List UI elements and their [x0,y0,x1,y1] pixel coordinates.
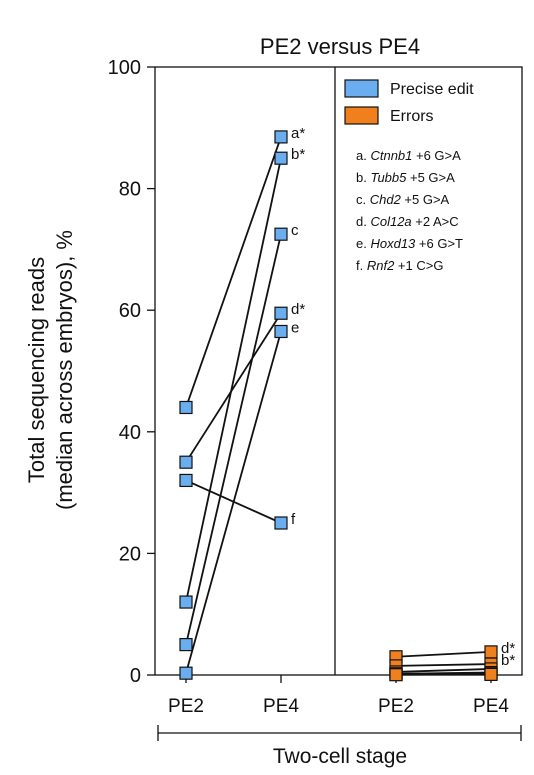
point-label-7: b* [501,652,515,669]
marker-0-pe2 [179,400,193,415]
y-tick-label-20: 20 [119,543,141,565]
marker-11-pe2 [389,668,403,682]
marker-5-pe4 [274,516,288,530]
y-tick-label-60: 60 [119,300,141,322]
target-item-2: c. Chd2 +5 G>A [356,192,450,207]
chart-title: PE2 versus PE4 [260,34,420,59]
target-item-3: d. Col12a +2 A>C [356,214,459,229]
x-tick-label-p1-PE2: PE2 [378,696,414,717]
point-label-0: a* [291,125,305,142]
marker-2-pe2 [179,637,193,652]
x-tick-label-p1-PE4: PE4 [473,696,509,717]
series-line-0 [185,136,282,408]
target-item-5: f. Rnf2 +1 C>G [356,258,443,273]
point-label-2: c [291,222,299,239]
legend-swatch-errors [344,106,379,125]
marker-11-pe4 [484,667,498,681]
series-lines [185,136,492,676]
legend-label-precise: Precise edit [390,81,474,98]
series-markers [179,130,498,682]
y-axis-label-line2: (median across embryos), % [52,230,77,510]
marker-2-pe4 [274,227,288,241]
marker-3-pe4 [274,306,288,320]
target-item-0: a. Ctnnb1 +6 G>A [356,148,461,163]
target-item-4: e. Hoxd13 +6 G>T [356,236,463,251]
y-tick-label-100: 100 [108,57,141,79]
target-item-1: b. Tubb5 +5 G>A [356,170,455,185]
legend: Precise edit Errors [344,79,474,125]
point-label-3: d* [291,301,305,318]
x-axis-bracket [157,725,522,741]
legend-label-errors: Errors [390,108,434,125]
marker-3-pe2 [179,455,193,469]
marker-5-pe2 [179,473,193,488]
series-line-3 [185,312,282,463]
point-label-1: b* [291,146,305,163]
series-line-6 [395,650,492,658]
marker-4-pe4 [274,324,288,339]
series-line-5 [185,479,282,524]
marker-1-pe4 [274,151,288,165]
y-tick-label-0: 0 [130,665,141,687]
point-labels: a*b*cd*efd*b* [291,125,515,669]
marker-1-pe2 [179,595,193,609]
y-axis-ticks: 0 20 40 60 80 100 [108,57,155,687]
marker-0-pe4 [274,130,288,144]
x-axis-ticks: PE2 PE4 PE2 PE4 [168,675,509,717]
series-line-8 [395,668,492,673]
x-tick-label-p0-PE2: PE2 [168,696,204,717]
marker-6-pe4 [484,645,498,659]
point-label-6: d* [501,640,515,657]
series-line-1 [185,158,282,603]
y-tick-label-80: 80 [119,179,141,201]
x-axis-label: Two-cell stage [273,745,407,768]
target-list: a. Ctnnb1 +6 G>A b. Tubb5 +5 G>A c. Chd2 +… [356,148,463,273]
point-label-5: f [291,511,296,528]
marker-4-pe2 [179,666,193,680]
legend-swatch-precise [344,79,379,98]
x-tick-label-p0-PE4: PE4 [263,696,299,717]
plot-frame [154,66,523,676]
point-label-4: e [291,319,299,336]
y-axis-label-line1: Total sequencing reads [24,257,49,483]
series-line-7 [395,663,492,667]
y-tick-label-40: 40 [119,422,141,444]
series-line-2 [185,233,282,645]
